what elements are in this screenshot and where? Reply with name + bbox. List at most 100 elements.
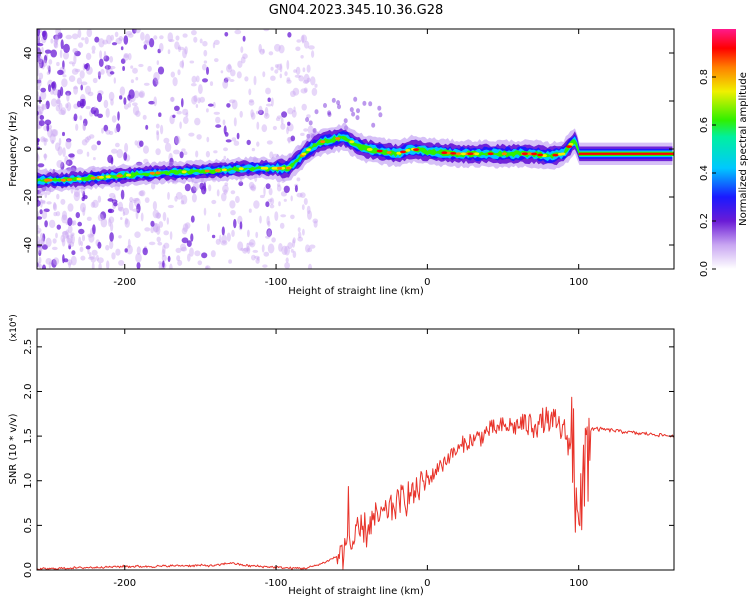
colorbar-ticks: 0.0 0.2 0.4 0.6 0.8 — [699, 69, 716, 277]
spectrogram-hot-cell — [537, 153, 544, 157]
spectrogram-noise-cell — [50, 89, 54, 95]
spectrogram-noise-cell — [263, 186, 266, 197]
spectrogram-noise-cell — [337, 104, 341, 110]
spectrogram-noise-cell — [65, 90, 72, 96]
spectrogram-noise-cell — [152, 209, 159, 219]
spectrogram-noise-cell — [39, 115, 45, 120]
spectrogram-noise-cell — [263, 29, 270, 32]
snr-ticks: -200 -100 0 100 0.0 0.5 1.0 1.5 2.0 2.5 — [23, 329, 674, 589]
spectrogram-noise-cell — [298, 231, 302, 239]
spectrogram-noise-cell — [186, 240, 192, 248]
spectrogram-noise-cell — [181, 148, 186, 152]
spectrogram-noise-cell — [60, 107, 67, 116]
spectrogram-noise-cell — [67, 259, 73, 266]
spectrogram-noise-cell — [93, 107, 99, 117]
spectrogram-noise-cell — [162, 244, 166, 255]
spectrogram-noise-cell — [56, 160, 64, 168]
spectrogram-noise-cell — [172, 77, 178, 87]
spectrogram-noise-cell — [135, 252, 142, 263]
spectrogram-noise-cell — [220, 70, 224, 74]
spectrogram-noise-cell — [108, 130, 114, 136]
spectrogram-hot-cell — [376, 149, 383, 153]
spectrogram-noise-cell — [127, 33, 134, 38]
spectrogram-noise-cell — [37, 43, 44, 47]
spectrogram-noise-cell — [122, 66, 125, 71]
spectrogram-noise-cell — [44, 192, 48, 199]
spectrogram-noise-cell — [156, 236, 161, 243]
spectrogram-noise-cell — [222, 80, 229, 89]
spectrogram-noise-cell — [55, 211, 61, 217]
spectrogram-noise-cell — [37, 86, 41, 91]
spectrogram-noise-cell — [105, 244, 110, 251]
spectrogram-noise-cell — [202, 78, 208, 83]
spectrogram-noise-cell — [184, 46, 188, 55]
spectrogram-noise-cell — [62, 147, 66, 158]
spectrogram-noise-cell — [38, 72, 44, 80]
spectrogram-noise-cell — [208, 184, 212, 192]
spectrogram-noise-cell — [199, 182, 205, 190]
spectrogram-noise-cell — [183, 116, 189, 124]
spectrogram-noise-cell — [91, 249, 98, 256]
spectrogram-noise-cell — [323, 103, 327, 108]
spectrogram-y-axis-label: Frequency (Hz) — [8, 111, 19, 187]
spectrogram-noise-cell — [235, 195, 240, 204]
spectrogram-noise-cell — [302, 228, 305, 236]
spectrogram-noise-cell — [229, 79, 235, 82]
spectrogram-noise-cell — [224, 76, 231, 81]
snr-x-tick-label: 100 — [569, 578, 588, 589]
spectrogram-noise-cell — [239, 110, 243, 118]
spectrogram-noise-cell — [68, 244, 72, 250]
spectrogram-noise-cell — [138, 90, 145, 99]
spectrogram-noise-cell — [46, 123, 50, 132]
spectrogram-noise-cell — [40, 136, 46, 143]
spectrogram-noise-cell — [256, 141, 260, 147]
spectrogram-noise-cell — [128, 89, 135, 99]
spectrogram-noise-cell — [157, 241, 163, 246]
spectrogram-noise-cell — [178, 45, 181, 53]
spectrogram-noise-cell — [53, 201, 57, 210]
spectrogram-noise-cell — [71, 234, 75, 245]
spectrogram-noise-cell — [286, 60, 290, 70]
spectrogram-noise-cell — [117, 201, 124, 211]
spectrogram-noise-cell — [39, 232, 44, 241]
spectrogram-noise-cell — [85, 106, 91, 110]
spectrogram-noise-cell — [56, 61, 60, 67]
spectrogram-noise-cell — [175, 191, 183, 200]
spectrogram-noise-cell — [192, 181, 199, 192]
spectrogram-noise-cell — [81, 234, 86, 242]
spectrogram-noise-cell — [67, 237, 72, 247]
spectrogram-hot-cell — [215, 169, 220, 172]
spectrogram-noise-cell — [248, 100, 255, 106]
spectrogram-noise-cell — [253, 75, 257, 86]
spectrogram-hot-cell — [501, 152, 507, 156]
spectrogram-x-tick-label: -100 — [265, 277, 288, 288]
spectrogram-noise-cell — [169, 96, 175, 102]
spectrogram-noise-cell — [49, 133, 56, 144]
spectrogram-noise-cell — [96, 92, 103, 103]
spectrogram-noise-cell — [248, 239, 256, 248]
spectrogram-noise-cell — [114, 127, 118, 134]
spectrogram-noise-cell — [194, 250, 201, 257]
spectrogram-noise-cell — [377, 105, 382, 111]
spectrogram-hot-cell — [181, 170, 187, 174]
spectrogram-noise-cell — [230, 190, 236, 195]
spectrogram-noise-cell — [305, 117, 310, 123]
spectrogram-noise-cell — [267, 198, 273, 202]
spectrogram-noise-cell — [177, 69, 181, 76]
spectrogram-noise-cell — [91, 262, 95, 269]
spectrogram-noise-cell — [303, 73, 310, 84]
spectrogram-noise-cell — [213, 111, 220, 115]
spectrogram-noise-cell — [261, 124, 268, 133]
spectrogram-noise-cell — [97, 71, 102, 77]
snr-panel: -200 -100 0 100 0.0 0.5 1.0 1.5 2.0 2.5 Height of… — [8, 314, 675, 597]
spectrogram-noise-cell — [182, 33, 188, 38]
spectrogram-noise-cell — [212, 101, 216, 109]
spectrogram-noise-cell — [163, 137, 170, 144]
spectrogram-noise-cell — [222, 184, 229, 193]
spectrogram-noise-cell — [68, 153, 75, 158]
spectrogram-noise-cell — [286, 79, 292, 84]
spectrogram-noise-cell — [223, 77, 229, 83]
snr-y-tick-label: 1.5 — [23, 428, 34, 444]
spectrogram-noise-cell — [285, 257, 289, 263]
spectrogram-noise-cell — [188, 132, 195, 137]
